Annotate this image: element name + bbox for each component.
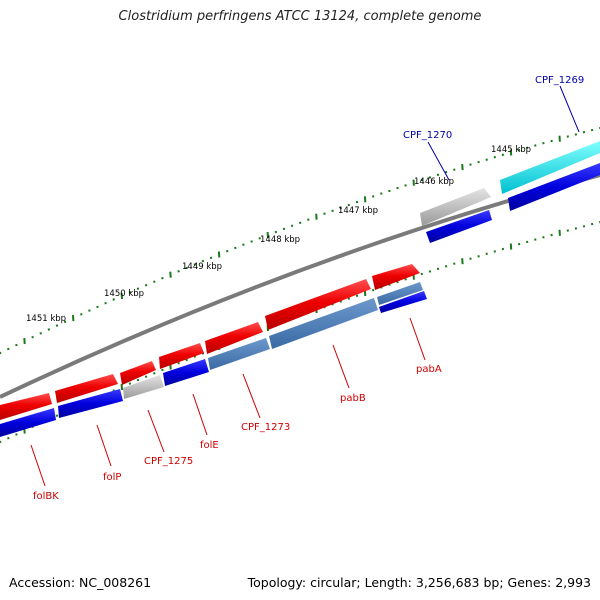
leader-folBK (30, 444, 46, 487)
leader-folE (192, 393, 208, 436)
gene-label[interactable]: CPF_1273 (241, 422, 290, 433)
ruler-label: 1450 kbp (104, 289, 144, 299)
gene-label[interactable]: pabA (416, 364, 442, 375)
leader-cpf-1269 (559, 85, 580, 133)
ruler-label: 1445 kbp (491, 145, 531, 155)
leader-pabA (409, 317, 426, 361)
gene-label[interactable]: folP (103, 472, 121, 483)
feature-cpf-1273[interactable] (205, 322, 263, 354)
ruler-label: 1448 kbp (260, 235, 300, 245)
gene-label[interactable]: CPF_1269 (535, 75, 584, 86)
gene-labels: CPF_1269 CPF_1270 pabA pabB CPF_1273 fol… (33, 75, 584, 502)
ruler-label: 1449 kbp (182, 262, 222, 272)
reverse-strand-features (0, 163, 600, 437)
feature-cpf-1275-fwd[interactable] (120, 361, 156, 385)
feature-cpf-1269[interactable] (500, 141, 600, 194)
feature-pabB[interactable] (265, 279, 371, 330)
ruler-label: 1451 kbp (26, 314, 66, 324)
leader-cpf-1273 (242, 373, 261, 419)
label-leaders (30, 85, 580, 487)
leader-cpf-1275 (147, 409, 165, 453)
ruler-labels: 1445 kbp 1446 kbp 1447 kbp 1448 kbp 1449… (26, 145, 531, 324)
ruler-label: 1447 kbp (338, 206, 378, 216)
leader-cpf-1270 (427, 141, 450, 181)
feature-cpf-1270[interactable] (420, 188, 491, 226)
feature-rev-1270[interactable] (426, 210, 492, 243)
feature-rev-cpf-1273[interactable] (208, 338, 270, 370)
feature-rev-folP[interactable] (58, 389, 123, 418)
feature-rev-folBK[interactable] (0, 408, 56, 437)
feature-folP[interactable] (55, 374, 118, 403)
feature-pabA[interactable] (372, 264, 420, 290)
leader-pabB (332, 344, 350, 389)
accession-text: Accession: NC_008261 (9, 575, 152, 590)
gene-label[interactable]: folBK (33, 491, 59, 502)
feature-rev-pabB[interactable] (269, 298, 378, 349)
feature-rev-1269[interactable] (508, 163, 600, 211)
gene-label[interactable]: CPF_1270 (403, 130, 452, 141)
gene-label[interactable]: folE (200, 440, 219, 451)
leader-folP (96, 424, 112, 467)
map-title: Clostridium perfringens ATCC 13124, comp… (118, 9, 482, 24)
gene-label[interactable]: CPF_1275 (144, 456, 193, 467)
feature-rev-cpf-1275[interactable] (123, 375, 164, 399)
feature-folBK-fwd[interactable] (0, 393, 52, 420)
feature-folE[interactable] (159, 343, 204, 369)
feature-rev-pabA[interactable] (377, 282, 423, 305)
ruler-label: 1446 kbp (414, 177, 454, 187)
gene-label[interactable]: pabB (340, 393, 366, 404)
feature-rev-folE[interactable] (163, 359, 209, 386)
genome-summary-text: Topology: circular; Length: 3,256,683 bp… (247, 575, 591, 590)
feature-rev-pabA-blue[interactable] (379, 291, 427, 313)
ruler-ticks (0, 127, 600, 444)
forward-strand-features (0, 141, 600, 420)
